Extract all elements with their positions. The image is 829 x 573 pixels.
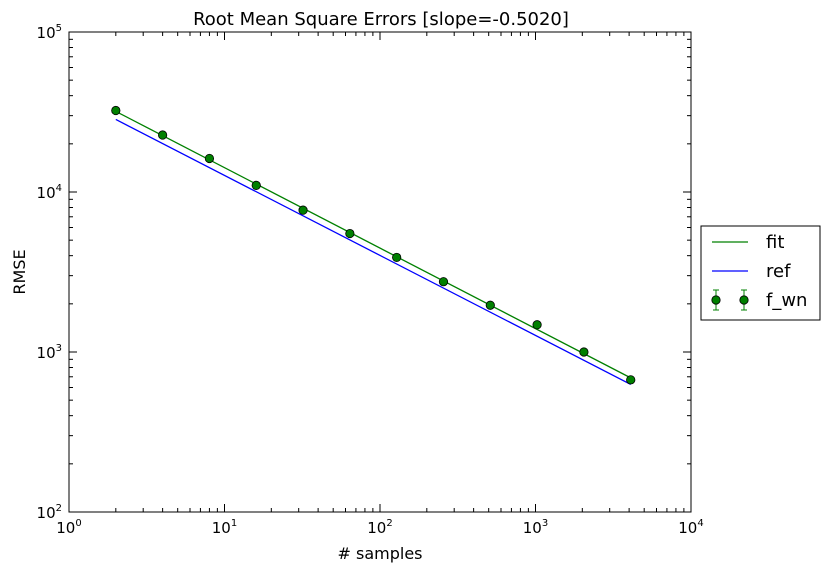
data-point-f_wn	[204, 153, 215, 164]
data-point-f_wn	[158, 130, 168, 140]
legend-item-f_wn: f_wn	[711, 289, 807, 311]
legend-items: fit ref f_wn	[711, 232, 807, 311]
y-tick-exponent: 3	[56, 343, 62, 354]
data-point-f_wn	[392, 252, 402, 263]
y-tick-base: 10	[37, 24, 56, 42]
x-tick-base: 10	[367, 519, 386, 537]
data-point-f_wn	[345, 228, 355, 239]
x-tick-exponent: 4	[697, 518, 703, 529]
series-line-fit	[115, 110, 632, 379]
x-tick-exponent: 3	[542, 518, 548, 529]
data-point-f_wn	[485, 300, 495, 310]
y-tick-label: 105	[37, 23, 62, 42]
legend-item-ref: ref	[712, 261, 791, 282]
y-tick-exponent: 2	[56, 503, 62, 514]
plot-frame	[68, 31, 692, 513]
legend-marker	[739, 295, 749, 305]
data-point-f_wn	[298, 205, 308, 215]
series-lines	[115, 110, 632, 386]
data-point-f_wn	[438, 277, 449, 287]
legend-label: f_wn	[766, 290, 807, 311]
x-tick-exponent: 2	[386, 518, 392, 529]
legend-marker	[711, 295, 721, 305]
x-tick-label: 101	[212, 518, 237, 537]
x-tick-exponent: 0	[75, 518, 81, 529]
series-points	[111, 105, 636, 385]
x-tick-label: 100	[56, 518, 81, 537]
x-tick-base: 10	[212, 519, 231, 537]
legend-label: ref	[766, 261, 791, 282]
y-tick-label: 102	[37, 503, 62, 522]
series-line-ref	[115, 118, 632, 386]
legend-item-fit: fit	[712, 232, 784, 253]
plot-area	[68, 31, 692, 513]
x-tick-base: 10	[678, 519, 697, 537]
data-point-f_wn	[111, 105, 121, 116]
x-tick-label: 104	[678, 518, 703, 537]
legend: fit ref f_wn	[700, 225, 821, 321]
y-tick-exponent: 4	[56, 183, 62, 194]
x-tick-base: 10	[523, 519, 542, 537]
y-axis-title: RMSE	[10, 249, 29, 294]
x-tick-label: 103	[523, 518, 548, 537]
x-tick-exponent: 1	[231, 518, 237, 529]
data-point-f_wn	[579, 347, 589, 357]
data-point-f_wn	[251, 180, 261, 190]
chart-title: Root Mean Square Errors [slope=-0.5020]	[193, 9, 569, 30]
y-tick-exponent: 5	[56, 23, 62, 34]
x-axis-title: # samples	[338, 544, 423, 563]
y-tick-label: 103	[37, 343, 62, 362]
data-point-f_wn	[626, 375, 636, 385]
data-point-f_wn	[532, 320, 542, 330]
x-tick-labels: 100 101 102 103 104	[56, 518, 703, 537]
y-tick-base: 10	[37, 344, 56, 362]
legend-label: fit	[766, 232, 784, 253]
y-tick-base: 10	[37, 504, 56, 522]
y-tick-label: 104	[37, 183, 62, 202]
major-ticks	[68, 31, 692, 513]
x-tick-base: 10	[56, 519, 75, 537]
x-tick-label: 102	[367, 518, 392, 537]
minor-ticks	[69, 32, 691, 512]
y-tick-base: 10	[37, 184, 56, 202]
